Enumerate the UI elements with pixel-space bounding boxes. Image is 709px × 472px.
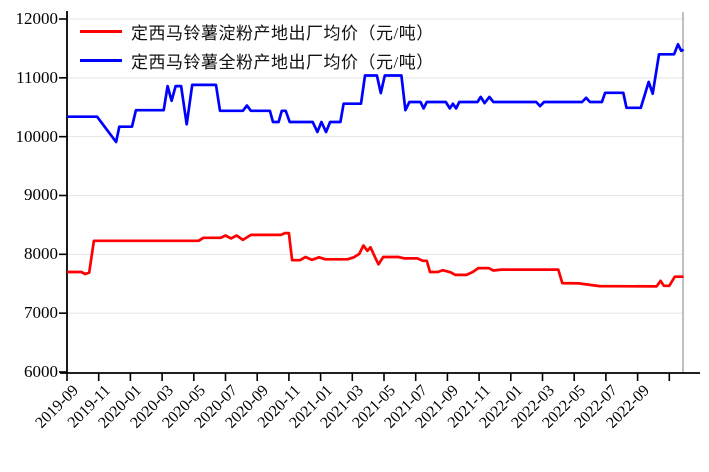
starch-line-marker <box>80 30 122 33</box>
starch-legend-label: 定西马铃薯淀粉产地出厂均价（元/吨） <box>131 24 434 43</box>
y-tick-label-8000: 8000 <box>24 244 58 264</box>
whole-powder-legend-label: 定西马铃薯全粉产地出厂均价（元/吨） <box>131 53 434 72</box>
y-tick-label-6000: 6000 <box>24 361 58 381</box>
starch-price-line <box>67 231 684 288</box>
y-tick-label-12000: 12000 <box>15 9 59 28</box>
whole-powder-line-marker <box>80 59 122 62</box>
y-tick-label-7000: 7000 <box>24 303 58 323</box>
legend-item-whole-powder: 定西马铃薯全粉产地出厂均价（元/吨） <box>80 48 434 73</box>
legend: 定西马铃薯淀粉产地出厂均价（元/吨） 定西马铃薯全粉产地出厂均价（元/吨） <box>80 19 434 77</box>
legend-item-starch: 定西马铃薯淀粉产地出厂均价（元/吨） <box>80 19 434 44</box>
y-tick-label-9000: 9000 <box>24 185 58 205</box>
y-tick-label-11000: 11000 <box>16 67 58 87</box>
y-tick-label-10000: 10000 <box>15 126 59 146</box>
whole-powder-price-line <box>67 42 685 144</box>
